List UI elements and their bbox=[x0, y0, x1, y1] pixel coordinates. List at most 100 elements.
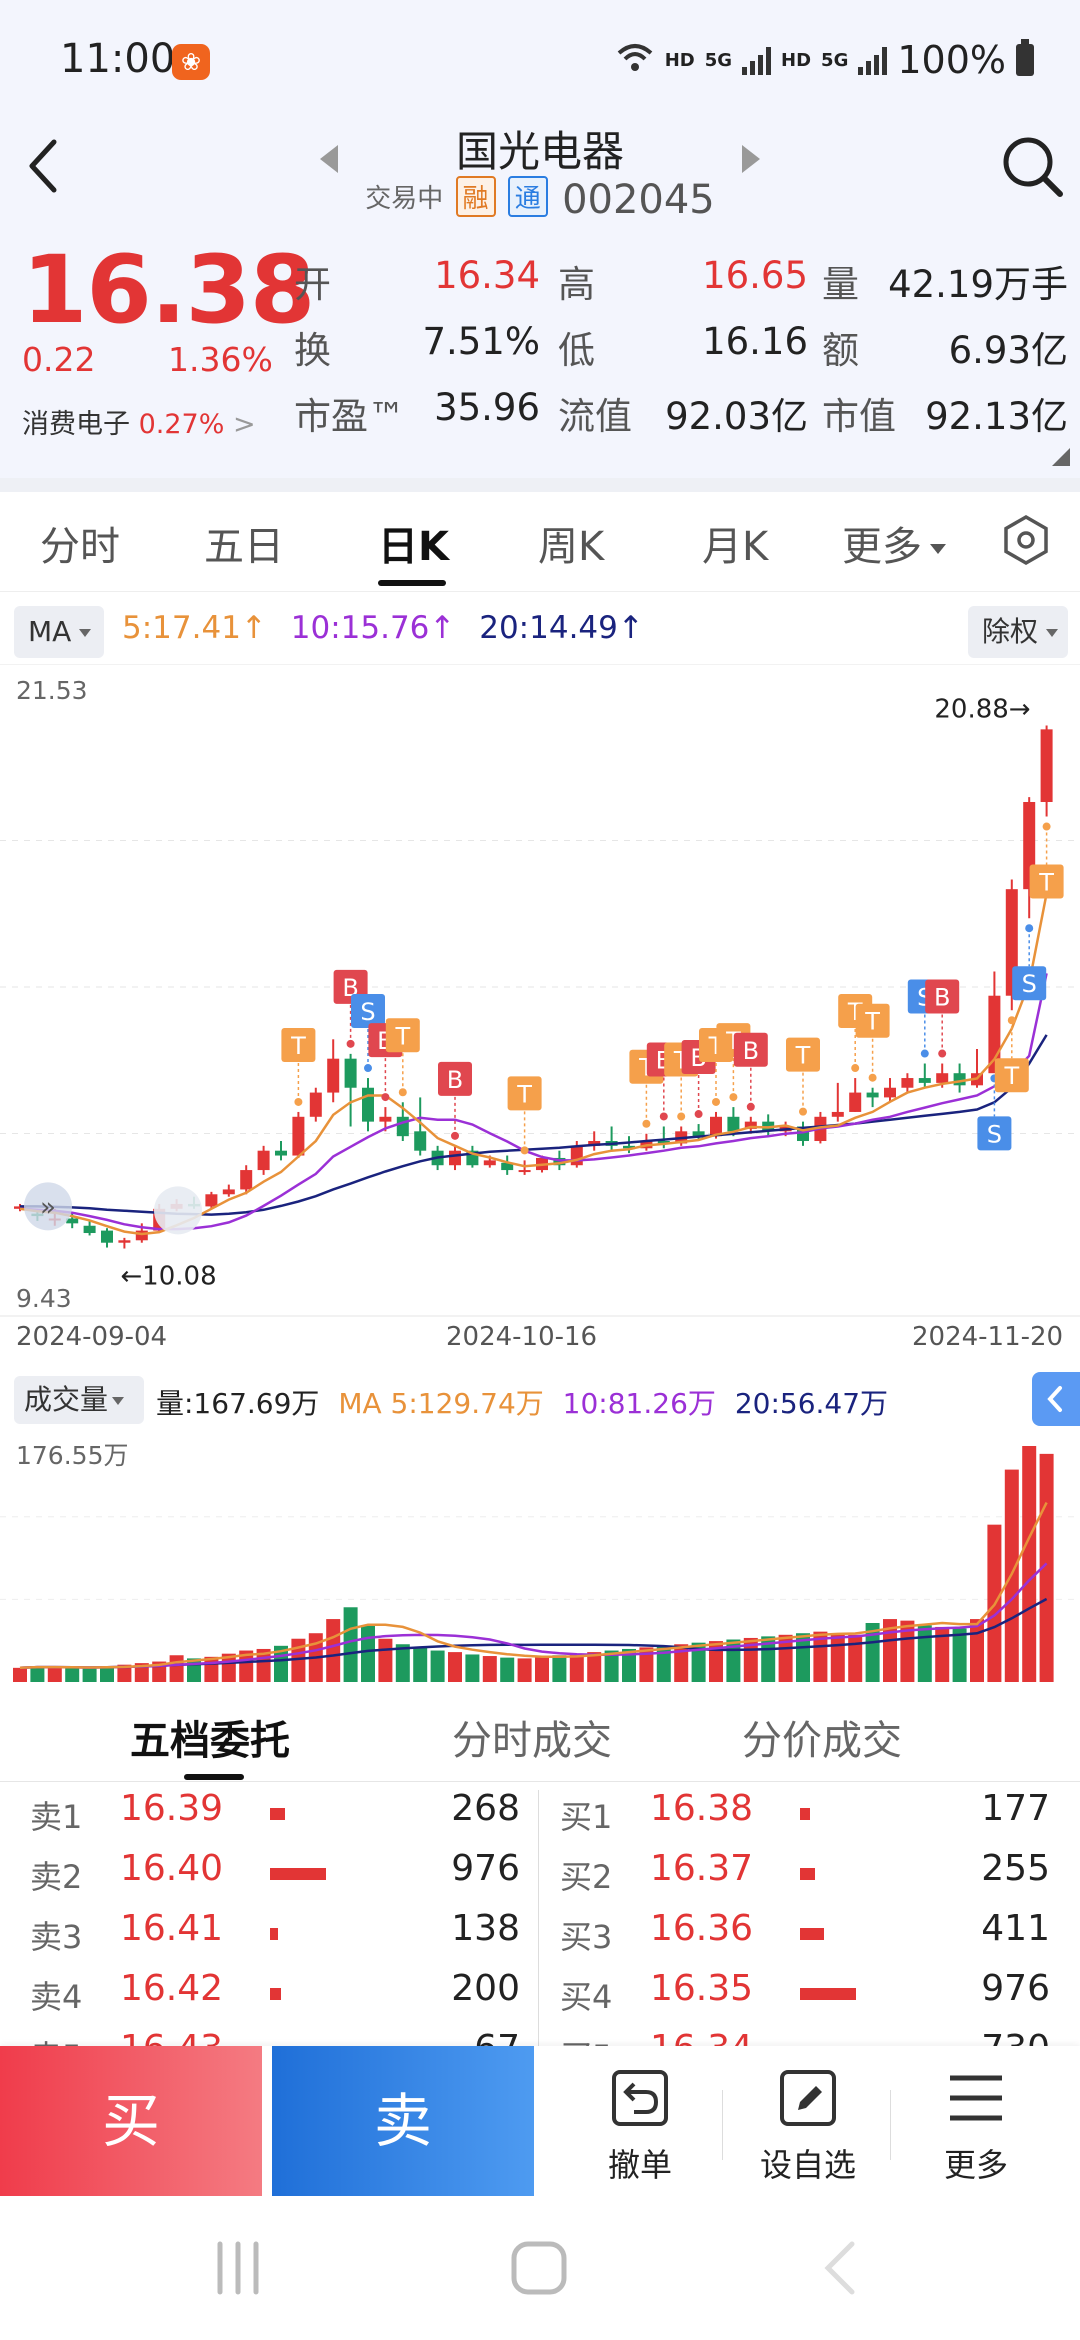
candle-body bbox=[623, 1145, 635, 1149]
volume-bar bbox=[448, 1652, 462, 1682]
volume-indicator-row: 成交量 量:167.69万 MA 5:129.74万 10:81.26万 20:… bbox=[0, 1368, 1080, 1432]
volume-bar bbox=[656, 1645, 671, 1682]
signal-dot bbox=[799, 1107, 807, 1116]
tab-price-trades[interactable]: 分价成交 bbox=[742, 1718, 902, 1764]
volume-selector[interactable]: 成交量 bbox=[14, 1376, 144, 1424]
signal-label: T bbox=[1038, 869, 1054, 897]
menu-icon bbox=[950, 2075, 1002, 2121]
level-label: 卖4 bbox=[30, 1978, 83, 2016]
tab-more[interactable]: 更多 bbox=[842, 514, 946, 572]
volume-ma10-line bbox=[19, 1562, 1048, 1670]
undo-icon bbox=[612, 2070, 668, 2126]
buy-button[interactable]: 买 bbox=[0, 2046, 262, 2196]
volume-chart[interactable] bbox=[0, 1430, 1080, 1686]
ma-values: 5:17.41↑ 10:15.76↑ 20:14.49↑ bbox=[122, 610, 658, 646]
volume-bar bbox=[1022, 1446, 1037, 1682]
signal-t-marker bbox=[855, 1003, 890, 1038]
cancel-order-button[interactable]: 撤单 bbox=[570, 2066, 710, 2186]
buy-level-row[interactable]: 买4 16.35 976 bbox=[560, 1968, 1050, 2028]
level-label: 卖3 bbox=[30, 1918, 83, 1956]
candle-body bbox=[570, 1145, 583, 1166]
level-volume: 411 bbox=[981, 1908, 1050, 1949]
volume-bar bbox=[778, 1634, 793, 1682]
candle-body bbox=[66, 1218, 79, 1224]
candle-body bbox=[379, 1116, 392, 1122]
tab-monthly-k[interactable]: 月K bbox=[702, 524, 769, 570]
sell-level-row[interactable]: 卖2 16.40 976 bbox=[30, 1848, 520, 1908]
order-book-tab-indicator bbox=[184, 1774, 244, 1780]
tool-separator bbox=[722, 2090, 723, 2160]
price-change-pct: 1.36% bbox=[168, 340, 273, 379]
high-marker-label: 20.88→ bbox=[934, 694, 1030, 724]
volume-bar bbox=[900, 1620, 915, 1682]
sell-button[interactable]: 卖 bbox=[272, 2046, 534, 2196]
signal-label: B bbox=[447, 1066, 463, 1094]
ma10-value: 10:15.76↑ bbox=[290, 610, 456, 646]
date-end: 2024-11-20 bbox=[912, 1322, 1064, 1352]
ma-selector[interactable]: MA bbox=[14, 606, 104, 658]
sell-level-row[interactable]: 卖1 16.39 268 bbox=[30, 1788, 520, 1848]
signal-dot bbox=[746, 1102, 755, 1111]
prev-stock-icon[interactable] bbox=[320, 145, 338, 173]
add-watchlist-button[interactable]: 设自选 bbox=[738, 2066, 878, 2186]
quote-value: 35.96 bbox=[434, 386, 540, 429]
more-button[interactable]: 更多 bbox=[906, 2066, 1046, 2186]
stock-code: 002045 bbox=[562, 176, 715, 223]
quote-value: 16.34 bbox=[434, 254, 540, 297]
sell-level-row[interactable]: 卖3 16.41 138 bbox=[30, 1908, 520, 1968]
level-label: 卖2 bbox=[30, 1858, 83, 1896]
signal-s-marker bbox=[351, 994, 385, 1029]
level-label: 卖1 bbox=[30, 1798, 83, 1836]
volume-bar bbox=[622, 1648, 636, 1682]
sector-link[interactable]: 消费电子 0.27% > bbox=[22, 402, 256, 441]
buy-level-row[interactable]: 买1 16.38 177 bbox=[560, 1788, 1050, 1848]
back-arrow-icon[interactable] bbox=[24, 136, 64, 196]
quote-label: 流值 bbox=[558, 395, 632, 438]
next-stock-icon[interactable] bbox=[742, 145, 760, 173]
volume-bar bbox=[952, 1628, 967, 1682]
signal-dot bbox=[677, 1112, 686, 1121]
signal-label: B bbox=[934, 984, 950, 1012]
tab-five-day[interactable]: 五日 bbox=[204, 524, 284, 570]
candle-body bbox=[710, 1116, 722, 1137]
tab-intraday[interactable]: 分时 bbox=[40, 524, 120, 570]
sell-level-row[interactable]: 卖4 16.42 200 bbox=[30, 1968, 520, 2028]
chevron-down-icon bbox=[112, 1397, 125, 1405]
level-volume-bar bbox=[270, 1988, 282, 2000]
signal-t-marker bbox=[281, 1027, 316, 1062]
ma20-value: 20:14.49↑ bbox=[479, 610, 644, 646]
candle-body bbox=[275, 1150, 287, 1156]
home-icon[interactable] bbox=[508, 2238, 570, 2298]
expand-corner-icon[interactable] bbox=[1052, 448, 1070, 466]
collapse-panel-button[interactable] bbox=[1032, 1372, 1080, 1426]
settings-hex-icon[interactable] bbox=[1000, 514, 1052, 566]
recent-apps-icon[interactable] bbox=[210, 2238, 266, 2298]
candle-body bbox=[292, 1116, 305, 1156]
cancel-order-label: 撤单 bbox=[607, 2146, 672, 2184]
level-price: 16.42 bbox=[120, 1968, 224, 2009]
search-icon[interactable] bbox=[996, 130, 1068, 202]
candle-body bbox=[396, 1116, 409, 1137]
volume-bar bbox=[465, 1654, 480, 1682]
quote-label: 低 bbox=[558, 329, 595, 372]
candle-body bbox=[831, 1111, 844, 1117]
adjust-selector[interactable]: 除权 bbox=[968, 606, 1068, 658]
chevron-right-icon: > bbox=[232, 409, 256, 440]
candle-body bbox=[327, 1058, 340, 1093]
back-nav-icon[interactable] bbox=[820, 2238, 860, 2298]
buy-level-row[interactable]: 买2 16.37 255 bbox=[560, 1848, 1050, 1908]
volume-values: 量:167.69万 MA 5:129.74万 10:81.26万 20:56.4… bbox=[156, 1382, 898, 1422]
tab-order-book[interactable]: 五档委托 bbox=[130, 1718, 290, 1764]
level-label: 买1 bbox=[560, 1798, 613, 1836]
tab-weekly-k[interactable]: 周K bbox=[538, 524, 605, 570]
signal-label: T bbox=[1003, 1062, 1019, 1090]
candle-body bbox=[362, 1087, 374, 1122]
buy-level-row[interactable]: 买3 16.36 411 bbox=[560, 1908, 1050, 1968]
volume-ma5: MA 5:129.74万 bbox=[338, 1387, 544, 1420]
signal-dot bbox=[920, 1049, 929, 1058]
volume-bar bbox=[169, 1655, 184, 1682]
signal-dot bbox=[938, 1049, 947, 1058]
tab-daily-k[interactable]: 日K bbox=[378, 524, 449, 570]
tab-tick-trades[interactable]: 分时成交 bbox=[452, 1718, 612, 1764]
